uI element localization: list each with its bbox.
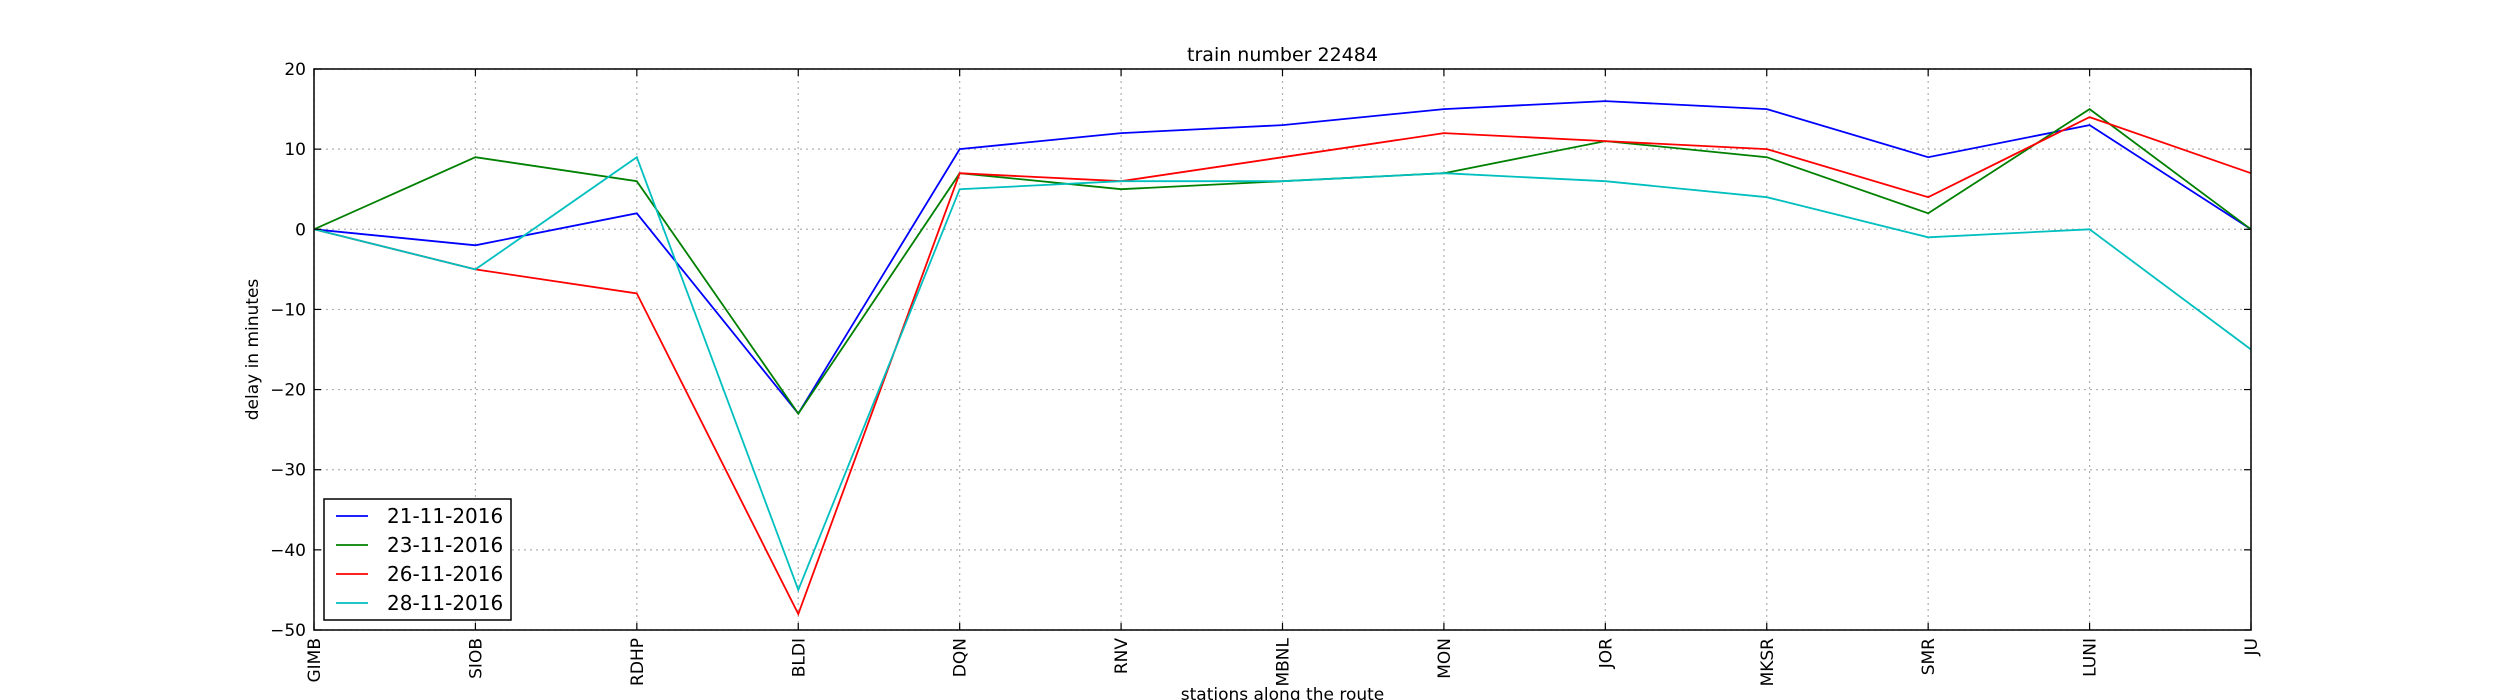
x-tick-label: JOR <box>1596 638 1616 669</box>
y-tick-label: −40 <box>270 541 306 561</box>
legend-box <box>323 498 512 621</box>
x-tick-label: MKSR <box>1758 638 1778 687</box>
x-tick-label: LUNI <box>2081 638 2101 677</box>
legend-entry: 21-11-2016 <box>387 504 503 528</box>
grid <box>313 68 2252 631</box>
y-tick-label: −10 <box>270 300 306 320</box>
legend-entry: 23-11-2016 <box>387 533 503 557</box>
series-line-28-11-2016 <box>313 155 2252 593</box>
axis-ticks: GIMB SIOB RDHP BLDI DQN RNV MBNL MON JOR MKSR SMR L… <box>270 60 2262 687</box>
x-tick-label: JU <box>2242 638 2262 656</box>
x-tick-label: RDHP <box>628 638 648 686</box>
legend: 21-11-2016 23-11-2016 26-11-2016 28-11-2016 <box>323 498 512 621</box>
y-tick-label: −50 <box>270 621 306 641</box>
x-tick-label: SMR <box>1919 638 1939 675</box>
series-line-21-11-2016 <box>313 100 2252 416</box>
chart-title: train number 22484 <box>1187 44 1378 66</box>
x-tick-label: SIOB <box>466 638 486 679</box>
y-tick-label: 0 <box>295 220 306 240</box>
y-tick-label: −30 <box>270 461 306 481</box>
series-line-26-11-2016 <box>313 116 2252 617</box>
x-tick-label: MBNL <box>1274 637 1294 686</box>
y-tick-label: −20 <box>270 381 306 401</box>
legend-entry: 28-11-2016 <box>387 591 503 615</box>
y-tick-label: 10 <box>284 140 306 160</box>
y-axis-label: delay in minutes <box>243 279 263 421</box>
x-tick-label: DQN <box>951 638 971 677</box>
x-tick-label: RNV <box>1112 638 1132 675</box>
x-axis-label: stations along the route <box>1181 685 1385 700</box>
y-tick-label: 20 <box>284 60 306 80</box>
legend-entry: 26-11-2016 <box>387 562 503 586</box>
x-tick-label: MON <box>1435 638 1455 679</box>
x-tick-label: BLDI <box>789 638 809 677</box>
series-lines <box>313 100 2252 617</box>
x-tick-label: GIMB <box>305 638 325 683</box>
